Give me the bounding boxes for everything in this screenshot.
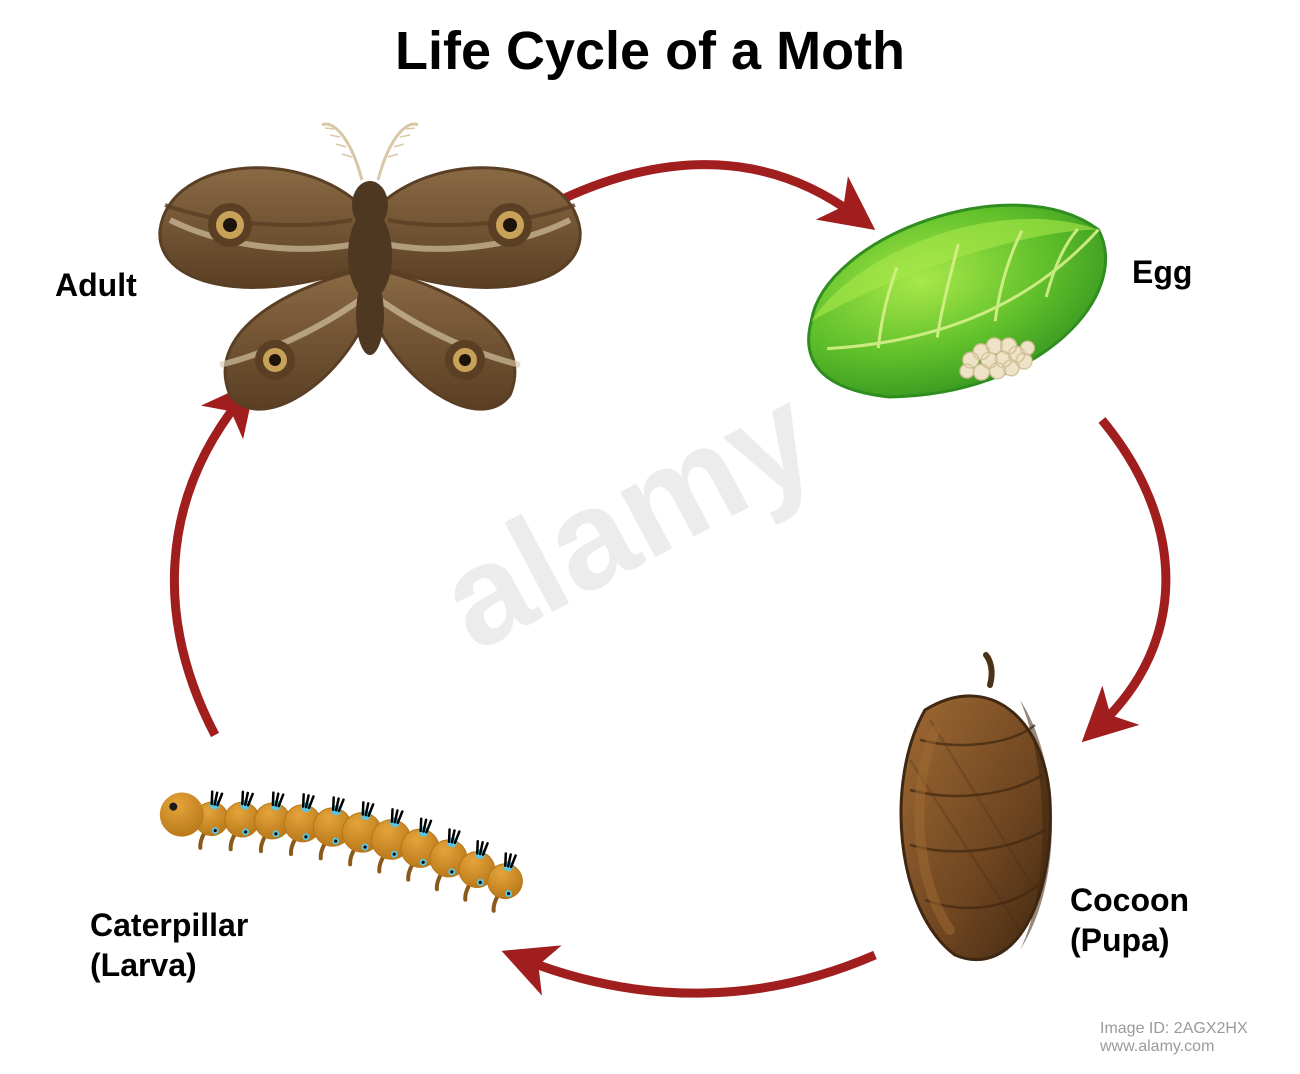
watermark-diagonal: alamy	[415, 355, 839, 680]
diagram-title: Life Cycle of a Moth	[0, 20, 1300, 82]
label-egg: Egg	[1132, 252, 1192, 292]
watermark-id: Image ID: 2AGX2HX www.alamy.com	[1100, 1020, 1248, 1056]
caterpillar-icon	[154, 761, 532, 915]
arrow-cocoon-to-caterpillar	[525, 955, 875, 993]
leaf-eggs-icon	[788, 183, 1127, 417]
arrow-egg-to-cocoon	[1100, 420, 1166, 725]
diagram-canvas: Life Cycle of a Moth Adult Egg Cocoon (P…	[0, 0, 1300, 1074]
cocoon-icon	[901, 655, 1052, 960]
label-caterpillar: Caterpillar (Larva)	[90, 905, 248, 985]
arrow-caterpillar-to-adult	[174, 400, 240, 735]
label-cocoon: Cocoon (Pupa)	[1070, 880, 1189, 960]
egg-cluster	[954, 330, 1039, 386]
moth-icon	[160, 124, 580, 409]
arrow-adult-to-egg	[565, 165, 855, 215]
svg-text:alamy: alamy	[415, 355, 839, 680]
label-adult: Adult	[55, 265, 137, 305]
